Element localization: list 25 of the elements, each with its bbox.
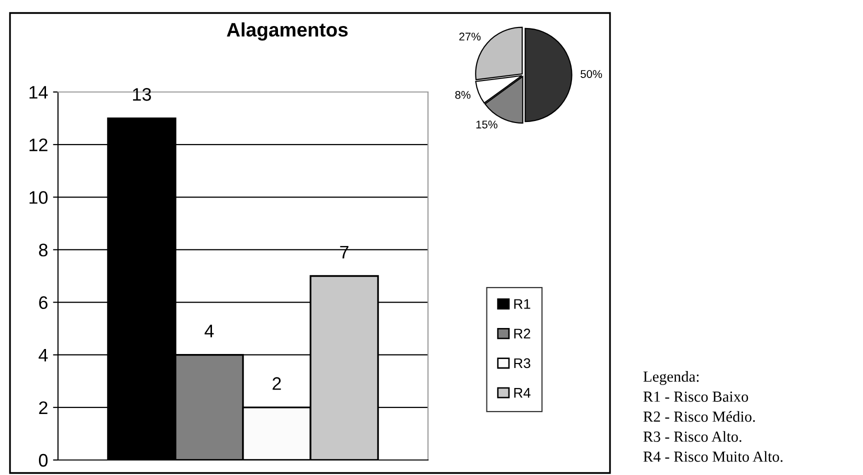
text: R1 - Risco Baixo	[643, 392, 748, 402]
chart-title: Alagamentos	[226, 22, 348, 41]
text: R3 - Risco Alto.	[643, 431, 742, 442]
data-label: 27%	[459, 32, 481, 40]
y-tick-label: 6	[39, 296, 48, 310]
y-tick-label: 0	[38, 454, 48, 467]
y-tick-label: 2	[39, 401, 48, 414]
legend-label: R2	[514, 328, 530, 338]
y-tick-label: 8	[39, 244, 48, 256]
y-tick-label: 12	[30, 138, 48, 152]
data-label: 4	[204, 324, 214, 338]
y-tick-label: 10	[30, 191, 48, 204]
data-label: 15%	[476, 120, 498, 128]
legend-label: R3	[514, 358, 530, 368]
legend-label: R1	[514, 299, 530, 309]
data-label: 13	[133, 88, 151, 101]
text: R4 - Risco Muito Alto.	[643, 451, 782, 462]
legend-label: R4	[514, 388, 530, 398]
text: Legenda:	[643, 371, 699, 385]
data-label: 50%	[580, 70, 602, 78]
data-label: 2	[272, 377, 281, 390]
y-tick-label: 14	[30, 86, 48, 99]
text: R2 - Risco Médio.	[643, 411, 755, 422]
data-label: 8%	[455, 90, 470, 99]
y-tick-label: 4	[38, 348, 48, 362]
